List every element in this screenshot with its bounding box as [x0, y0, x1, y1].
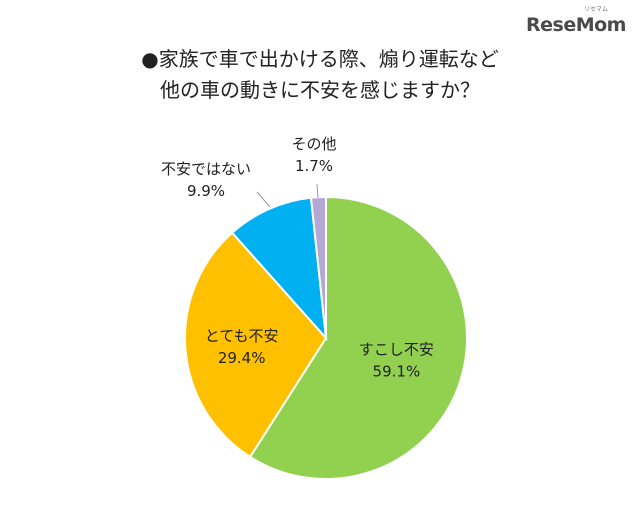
slice-value-label: 9.9% [187, 182, 225, 200]
pie-labels: すこし不安 59.1% とても不安 29.4% 不安ではない 9.9% その他 1.7% [161, 135, 434, 381]
pie-slices [184, 195, 468, 480]
pie-slice [309, 195, 327, 339]
slice-value-label: 1.7% [295, 157, 333, 175]
chart-title-line-1: ●家族で車で出かける際、煽り運転など [141, 47, 499, 71]
resemom-logo: リセマム ReseMom [526, 2, 636, 42]
logo-kana: リセマム [584, 6, 609, 13]
slice-label: とても不安 [205, 327, 279, 345]
leader-line [316, 183, 319, 199]
logo-text: ReseMom [526, 14, 626, 36]
pie-slice [230, 196, 328, 341]
slice-label: すこし不安 [359, 341, 434, 359]
pie-slice [248, 195, 468, 480]
chart-title-line-2: 他の車の動きに不安を感じますか？ [160, 78, 480, 102]
leader-line [256, 191, 271, 208]
slice-value-label: 59.1% [373, 363, 421, 381]
slice-value-label: 29.4% [218, 349, 266, 367]
chart-title: ●家族で車で出かける際、煽り運転など 他の車の動きに不安を感じますか？ [0, 44, 640, 106]
pie-slice [184, 231, 328, 459]
slice-label: その他 [291, 135, 336, 153]
slice-label: 不安ではない [161, 160, 251, 178]
